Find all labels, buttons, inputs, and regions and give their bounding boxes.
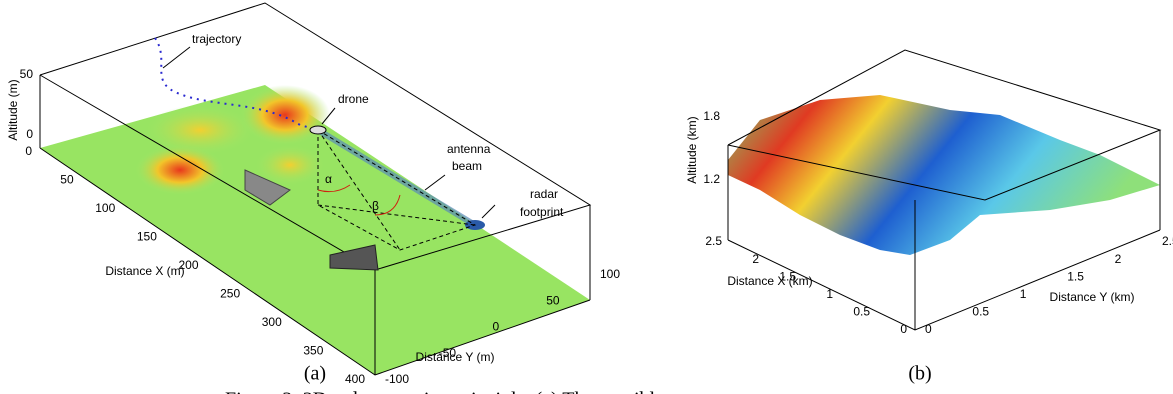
y-tick-label: 0 — [925, 322, 932, 336]
arrow — [425, 175, 445, 190]
x-tick-label: 2 — [752, 252, 759, 266]
y-tick-label: 100 — [600, 267, 620, 281]
x-tick-label: 300 — [262, 315, 282, 329]
y-tick-label: 2 — [1115, 252, 1122, 266]
z-tick-label: 1.2 — [703, 172, 720, 186]
terrain-surface — [728, 95, 1160, 255]
x-tick-label: 250 — [220, 287, 240, 301]
x-tick-label: 2.5 — [705, 234, 722, 248]
y-tick-label: 0 — [493, 320, 500, 334]
drone-icon — [310, 126, 326, 134]
annotation: radar — [530, 187, 558, 201]
axis-label: Distance X (km) — [727, 274, 812, 288]
x-tick-label: 350 — [303, 344, 323, 358]
y-tick-label: -100 — [385, 372, 409, 386]
arrow — [482, 205, 495, 218]
figure: 500050100150200250300350400-100-50050100… — [0, 0, 1173, 394]
x-tick-label: 100 — [95, 201, 115, 215]
y-tick-label: 1 — [1020, 287, 1027, 301]
panel-label: (b) — [908, 363, 931, 385]
annotation: footprint — [520, 205, 564, 219]
z-tick-label: 50 — [20, 67, 34, 81]
hill — [135, 145, 225, 195]
annotation: trajectory — [192, 32, 241, 46]
axis-label: Distance Y (m) — [416, 350, 495, 364]
y-tick-label: 2.5 — [1162, 234, 1173, 248]
axis-label: Altitude (m) — [6, 79, 20, 140]
x-tick-label: 0.5 — [853, 305, 870, 319]
x-tick-label: 1 — [826, 287, 833, 301]
z-tick-label: 0 — [26, 127, 33, 141]
axis-label: Distance X (m) — [105, 264, 184, 278]
y-tick-label: 1.5 — [1067, 269, 1084, 283]
panel-a — [40, 3, 590, 375]
arrow — [163, 47, 190, 68]
axis-label: Distance Y (km) — [1050, 290, 1135, 304]
annotation: β — [372, 199, 379, 213]
panel-label: (a) — [304, 363, 326, 385]
annotation: beam — [452, 159, 482, 173]
x-tick-label: 50 — [60, 173, 74, 187]
x-tick-label: 400 — [345, 372, 365, 386]
x-tick-label: 0 — [900, 322, 907, 336]
z-tick-label: 1.8 — [703, 109, 720, 123]
hill — [240, 85, 330, 145]
axis-label: Altitude (km) — [685, 116, 699, 183]
y-tick-label: 50 — [546, 293, 560, 307]
annotation: drone — [338, 92, 369, 106]
y-tick-label: 0.5 — [972, 305, 989, 319]
annotation: antenna — [447, 142, 491, 156]
annotation: α — [325, 172, 332, 186]
x-tick-label: 150 — [137, 230, 157, 244]
page: 500050100150200250300350400-100-50050100… — [0, 0, 1173, 394]
caption: Figure 3: 3D radar scanning principle. (… — [225, 389, 664, 394]
x-tick-label: 0 — [25, 144, 32, 158]
